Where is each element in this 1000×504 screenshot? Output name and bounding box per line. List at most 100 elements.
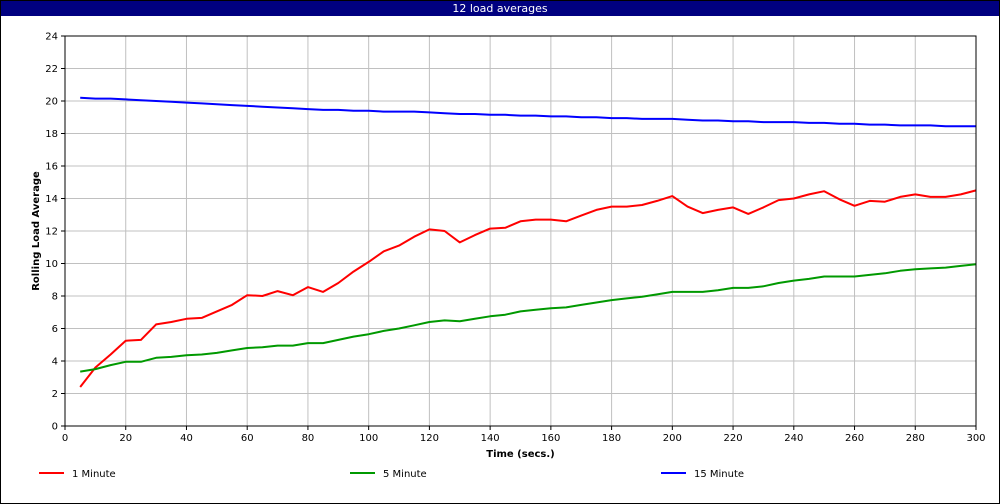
- data-point-5-minute: [413, 324, 416, 327]
- data-point-1-minute: [610, 205, 613, 208]
- data-point-15-minute: [701, 119, 704, 122]
- data-point-1-minute: [959, 193, 962, 196]
- data-point-15-minute: [94, 97, 97, 100]
- data-point-5-minute: [337, 338, 340, 341]
- data-point-1-minute: [701, 212, 704, 215]
- data-point-1-minute: [155, 323, 158, 326]
- data-point-5-minute: [170, 355, 173, 358]
- data-point-15-minute: [261, 105, 264, 108]
- data-point-1-minute: [807, 193, 810, 196]
- data-point-1-minute: [777, 199, 780, 202]
- data-point-1-minute: [732, 206, 735, 209]
- data-point-1-minute: [929, 195, 932, 198]
- data-point-15-minute: [170, 100, 173, 103]
- data-point-1-minute: [139, 338, 142, 341]
- data-point-1-minute: [853, 204, 856, 207]
- data-point-1-minute: [200, 316, 203, 319]
- data-point-15-minute: [899, 124, 902, 127]
- data-point-1-minute: [276, 290, 279, 293]
- data-point-5-minute: [762, 285, 765, 288]
- data-point-5-minute: [747, 286, 750, 289]
- data-point-1-minute: [322, 290, 325, 293]
- data-point-5-minute: [155, 356, 158, 359]
- x-tick-label: 20: [119, 433, 132, 444]
- x-tick-label: 260: [845, 433, 864, 444]
- data-point-15-minute: [868, 123, 871, 126]
- data-point-15-minute: [124, 98, 127, 101]
- chart-title: 12 load averages: [1, 1, 999, 16]
- data-point-5-minute: [656, 293, 659, 296]
- data-point-1-minute: [443, 230, 446, 233]
- data-point-15-minute: [155, 100, 158, 103]
- data-point-15-minute: [473, 113, 476, 116]
- data-point-15-minute: [382, 110, 385, 113]
- data-point-1-minute: [306, 286, 309, 289]
- data-point-1-minute: [792, 197, 795, 200]
- data-point-5-minute: [944, 266, 947, 269]
- data-point-5-minute: [276, 344, 279, 347]
- x-tick-label: 180: [602, 433, 621, 444]
- data-point-15-minute: [398, 110, 401, 113]
- data-point-1-minute: [489, 227, 492, 230]
- data-point-15-minute: [489, 113, 492, 116]
- plot-border: [64, 35, 977, 427]
- data-point-5-minute: [231, 349, 234, 352]
- x-tick-label: 0: [62, 433, 68, 444]
- data-point-5-minute: [185, 354, 188, 357]
- y-tick-label: 16: [45, 162, 58, 173]
- data-point-5-minute: [443, 319, 446, 322]
- x-tick-label: 60: [241, 433, 254, 444]
- data-point-5-minute: [868, 273, 871, 276]
- data-point-15-minute: [929, 124, 932, 127]
- data-point-1-minute: [549, 218, 552, 221]
- data-point-5-minute: [838, 275, 841, 278]
- data-point-15-minute: [716, 119, 719, 122]
- x-tick-label: 40: [180, 433, 193, 444]
- data-point-5-minute: [473, 317, 476, 320]
- data-point-5-minute: [640, 295, 643, 298]
- data-point-5-minute: [610, 299, 613, 302]
- x-tick-label: 140: [481, 433, 500, 444]
- data-point-5-minute: [580, 303, 583, 306]
- data-point-1-minute: [367, 260, 370, 263]
- data-point-1-minute: [413, 235, 416, 238]
- data-point-15-minute: [610, 117, 613, 120]
- data-point-1-minute: [565, 220, 568, 223]
- data-point-5-minute: [792, 279, 795, 282]
- data-point-5-minute: [959, 264, 962, 267]
- data-point-1-minute: [124, 339, 127, 342]
- data-point-15-minute: [458, 113, 461, 116]
- data-point-5-minute: [686, 290, 689, 293]
- data-point-1-minute: [231, 303, 234, 306]
- data-point-1-minute: [580, 214, 583, 217]
- data-point-5-minute: [124, 360, 127, 363]
- legend-label-15-minute: 15 Minute: [694, 469, 744, 480]
- data-point-1-minute: [79, 386, 82, 389]
- y-tick-label: 18: [45, 129, 58, 140]
- data-point-15-minute: [519, 114, 522, 117]
- y-axis-label: Rolling Load Average: [31, 171, 42, 291]
- x-tick-label: 240: [784, 433, 803, 444]
- data-point-15-minute: [762, 121, 765, 124]
- data-point-1-minute: [352, 270, 355, 273]
- data-point-1-minute: [458, 241, 461, 244]
- series-line-15-minute: [80, 96, 976, 128]
- data-point-5-minute: [534, 308, 537, 311]
- data-point-1-minute: [868, 199, 871, 202]
- data-point-1-minute: [671, 195, 674, 198]
- data-point-15-minute: [291, 107, 294, 110]
- data-point-5-minute: [367, 333, 370, 336]
- series-line-1-minute: [79, 189, 977, 388]
- y-tick-label: 6: [52, 324, 58, 335]
- legend-label-1-minute: 1 Minute: [72, 469, 116, 480]
- data-point-15-minute: [777, 121, 780, 124]
- data-point-15-minute: [428, 111, 431, 114]
- data-point-5-minute: [215, 351, 218, 354]
- data-point-1-minute: [246, 294, 249, 297]
- data-point-15-minute: [580, 116, 583, 119]
- data-point-15-minute: [246, 104, 249, 107]
- data-point-15-minute: [656, 117, 659, 120]
- data-point-5-minute: [261, 346, 264, 349]
- data-point-15-minute: [367, 109, 370, 112]
- data-point-1-minute: [838, 198, 841, 201]
